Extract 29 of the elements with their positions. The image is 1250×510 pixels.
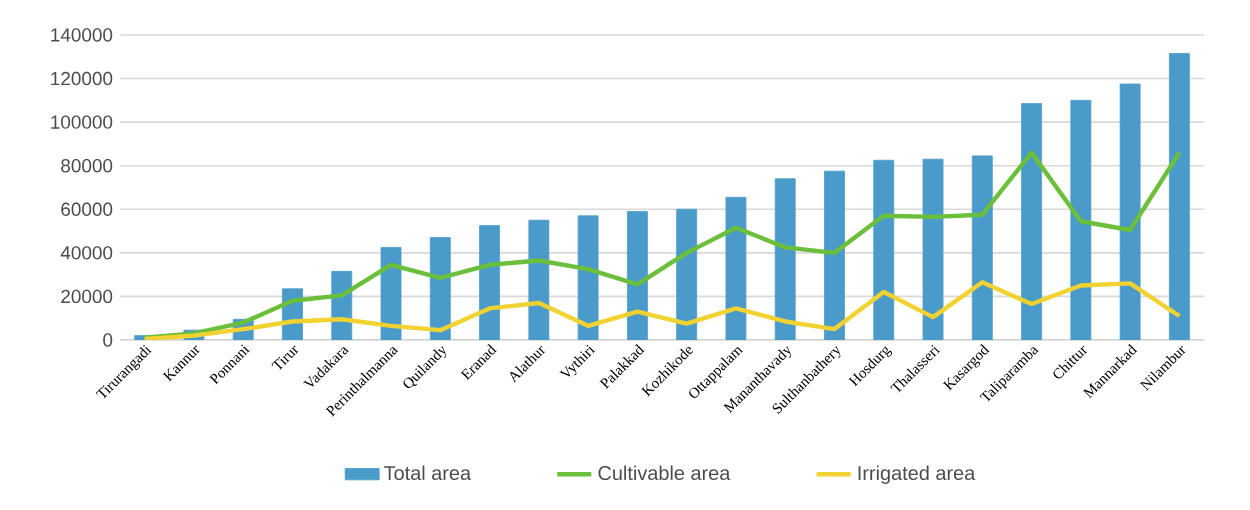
bar	[971, 155, 993, 340]
bar	[873, 159, 895, 340]
bar	[1021, 103, 1042, 340]
y-tick-label: 60000	[61, 202, 113, 216]
y-tick-label: 0	[103, 333, 113, 347]
y-tick-label: 20000	[61, 289, 113, 304]
bar	[627, 211, 648, 340]
bar	[1119, 83, 1141, 340]
y-tick-label: 40000	[60, 246, 113, 260]
legend-label: Cultivable area	[598, 465, 731, 481]
y-tick-label: 100000	[51, 115, 113, 129]
y-tick-label: 140000	[51, 28, 113, 42]
y-tick-label: 120000	[51, 71, 113, 86]
bar	[725, 196, 747, 340]
bar	[774, 178, 796, 340]
bar	[676, 208, 698, 340]
bar	[1070, 99, 1092, 340]
bar	[528, 219, 550, 340]
bar	[922, 158, 944, 340]
bar	[429, 237, 451, 340]
bar	[1169, 53, 1190, 340]
bar	[479, 225, 500, 340]
legend-label: Irrigated area	[858, 465, 976, 485]
bar	[380, 246, 402, 340]
bar	[577, 215, 599, 340]
y-tick-label: 80000	[61, 158, 113, 173]
bar	[824, 170, 845, 340]
x-tick-label: Tirur	[271, 345, 299, 371]
legend-label: Total area	[384, 465, 472, 481]
